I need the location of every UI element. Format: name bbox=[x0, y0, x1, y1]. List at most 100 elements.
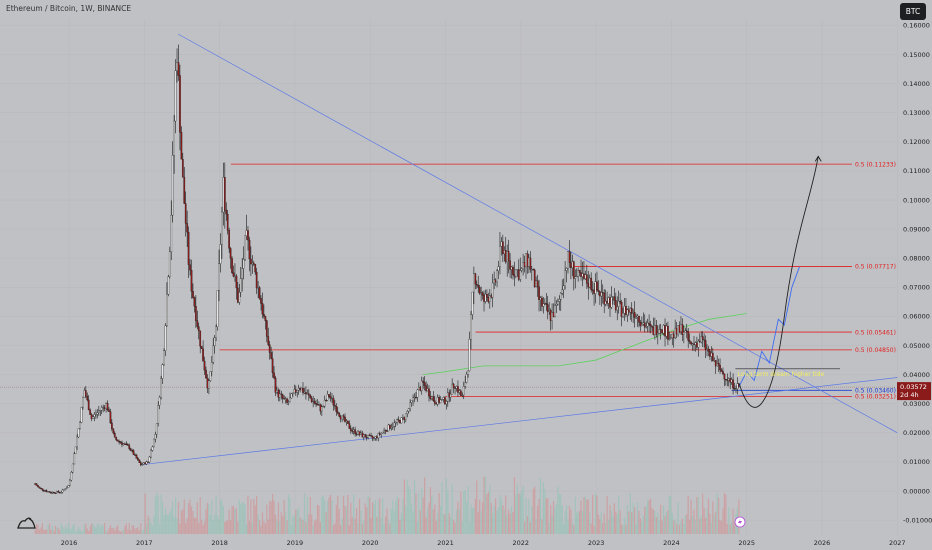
volume-bar bbox=[77, 527, 80, 534]
volume-bar bbox=[105, 530, 107, 534]
candle-body bbox=[658, 329, 661, 334]
candle-body bbox=[400, 417, 403, 424]
volume-bar bbox=[593, 525, 595, 534]
volume-bar bbox=[412, 511, 414, 534]
price-tag bbox=[897, 382, 931, 401]
candle-body bbox=[309, 395, 312, 399]
candle-body bbox=[610, 297, 613, 308]
volume-bar bbox=[662, 505, 665, 534]
volume-bar bbox=[660, 504, 662, 534]
volume-bar bbox=[631, 512, 633, 534]
candle-body bbox=[449, 393, 452, 398]
candle-body bbox=[37, 485, 39, 488]
candle-body bbox=[403, 417, 406, 420]
price-tag-countdown: 2d 4h bbox=[900, 391, 919, 399]
candle-body bbox=[113, 432, 116, 438]
volume-bar bbox=[383, 523, 385, 534]
candle-body bbox=[590, 277, 593, 290]
volume-bar bbox=[373, 503, 375, 534]
volume-bar bbox=[238, 499, 240, 534]
volume-bar bbox=[296, 509, 298, 534]
volume-bar bbox=[115, 527, 117, 534]
volume-bar bbox=[135, 528, 138, 534]
volume-bar bbox=[386, 508, 388, 534]
volume-bar bbox=[731, 522, 733, 534]
volume-bar bbox=[264, 523, 266, 534]
candle-body bbox=[184, 203, 187, 224]
candle-body bbox=[390, 427, 393, 429]
volume-bar bbox=[603, 513, 605, 534]
volume-bar bbox=[130, 530, 132, 534]
candle-body bbox=[358, 431, 361, 435]
candle-body bbox=[636, 315, 639, 318]
candle-body bbox=[263, 314, 265, 317]
candle-body bbox=[289, 397, 291, 403]
volume-bar bbox=[424, 477, 426, 534]
candle-body bbox=[594, 281, 597, 294]
volume-bar bbox=[493, 505, 495, 534]
candle-body bbox=[604, 301, 607, 305]
candle-body bbox=[223, 177, 226, 211]
candle-body bbox=[619, 300, 621, 303]
volume-bar bbox=[697, 497, 699, 534]
volume-bar bbox=[526, 515, 529, 534]
candle-body bbox=[632, 312, 635, 314]
volume-bar bbox=[387, 520, 390, 534]
volume-bar bbox=[214, 514, 216, 534]
candle-body bbox=[225, 209, 228, 215]
volume-bar bbox=[37, 524, 39, 534]
volume-bar bbox=[480, 511, 482, 534]
volume-bar bbox=[496, 510, 498, 534]
volume-bar bbox=[693, 509, 695, 534]
candle-body bbox=[633, 312, 636, 318]
candle-body bbox=[179, 75, 181, 133]
volume-bar bbox=[568, 506, 571, 534]
candle-body bbox=[97, 410, 100, 413]
candle-body bbox=[497, 266, 500, 271]
volume-bar bbox=[467, 485, 469, 534]
volume-bar bbox=[177, 501, 180, 534]
candle-body bbox=[73, 453, 76, 465]
candle-body bbox=[286, 398, 288, 403]
volume-bar bbox=[441, 481, 443, 534]
volume-bar bbox=[190, 506, 193, 534]
candle-body bbox=[313, 400, 316, 404]
volume-bar bbox=[690, 499, 692, 534]
volume-bar bbox=[360, 510, 362, 534]
volume-bar bbox=[484, 476, 487, 534]
candle-body bbox=[303, 392, 306, 394]
candle-body bbox=[386, 430, 388, 432]
volume-bar bbox=[641, 522, 643, 534]
currency-button[interactable]: BTC bbox=[900, 3, 926, 20]
candle-body bbox=[267, 336, 270, 345]
candle-body bbox=[124, 443, 126, 445]
candle-body bbox=[736, 383, 739, 389]
volume-bar bbox=[689, 519, 691, 534]
volume-bar bbox=[82, 530, 84, 534]
candle-body bbox=[87, 399, 90, 411]
volume-bar bbox=[416, 521, 419, 534]
volume-bar bbox=[618, 495, 620, 534]
candle-body bbox=[186, 223, 189, 233]
candle-body bbox=[334, 405, 336, 407]
candle-body bbox=[407, 408, 410, 412]
candle-body bbox=[684, 330, 687, 333]
volume-bar bbox=[687, 495, 689, 534]
y-tick-label: 0.16000 bbox=[903, 22, 930, 30]
candle-body bbox=[325, 400, 328, 402]
volume-bar bbox=[523, 521, 526, 534]
x-tick-label: 2017 bbox=[136, 539, 153, 547]
candle-body bbox=[570, 262, 572, 269]
fib-level-label: 0.5 (0.07717) bbox=[855, 264, 896, 271]
volume-bar bbox=[257, 514, 259, 534]
candle-body bbox=[299, 388, 301, 391]
volume-bar bbox=[635, 523, 637, 534]
y-tick-label: 0.07000 bbox=[903, 284, 930, 292]
candle-body bbox=[278, 393, 281, 398]
candle-body bbox=[171, 155, 174, 216]
candle-body bbox=[66, 487, 68, 489]
volume-bar bbox=[547, 498, 549, 534]
volume-bar bbox=[384, 516, 387, 534]
candle-body bbox=[475, 283, 478, 286]
